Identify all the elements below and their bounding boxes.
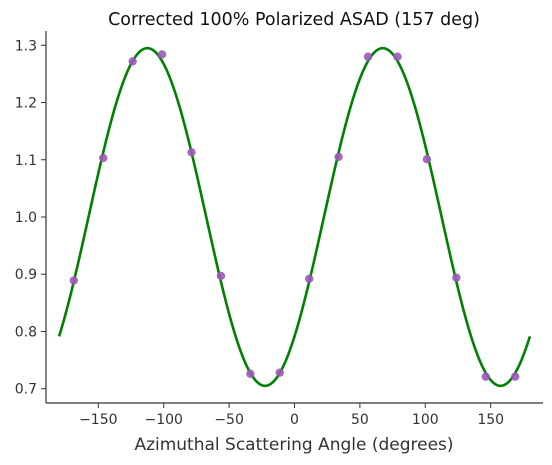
data-point <box>334 152 343 162</box>
data-point <box>69 276 78 285</box>
data-point <box>393 52 402 61</box>
data-point <box>275 368 284 377</box>
y-tick-label: 0.8 <box>15 324 37 340</box>
x-tick-label: −150 <box>79 412 117 428</box>
y-tick-label: 1.3 <box>15 38 37 54</box>
x-axis-title: Azimuthal Scattering Angle (degrees) <box>134 435 453 455</box>
data-point <box>99 153 108 163</box>
data-point <box>246 369 255 379</box>
x-tick-label: −50 <box>214 412 244 428</box>
y-tick-label: 0.9 <box>15 267 37 283</box>
x-tick-label: 150 <box>477 412 504 428</box>
x-tick-label: −100 <box>144 412 182 428</box>
y-tick-label: 1.2 <box>15 96 37 112</box>
x-tick-label: 0 <box>290 412 299 428</box>
plot-area <box>57 46 532 388</box>
data-point <box>216 271 226 281</box>
fit-curve <box>57 46 532 388</box>
data-point <box>481 372 490 381</box>
y-tick-label: 1.1 <box>15 153 37 169</box>
y-tick-label: 0.7 <box>15 382 37 398</box>
x-tick-label: 50 <box>351 412 369 428</box>
y-ticks: 0.7 0.8 0.9 1.0 1.1 1.2 1.3 <box>15 38 46 398</box>
data-point <box>187 148 196 157</box>
x-tick-label: 100 <box>412 412 439 428</box>
data-points <box>69 50 520 381</box>
data-point <box>422 154 432 164</box>
data-point <box>157 50 167 59</box>
data-point <box>305 274 314 284</box>
data-point <box>363 52 373 61</box>
data-point <box>452 273 461 282</box>
data-point <box>511 372 520 381</box>
y-tick-label: 1.0 <box>15 210 37 226</box>
data-point <box>128 57 137 66</box>
x-ticks: −150 −100 −50 0 50 100 150 <box>79 403 504 428</box>
chart-title: Corrected 100% Polarized ASAD (157 deg) <box>108 10 480 30</box>
